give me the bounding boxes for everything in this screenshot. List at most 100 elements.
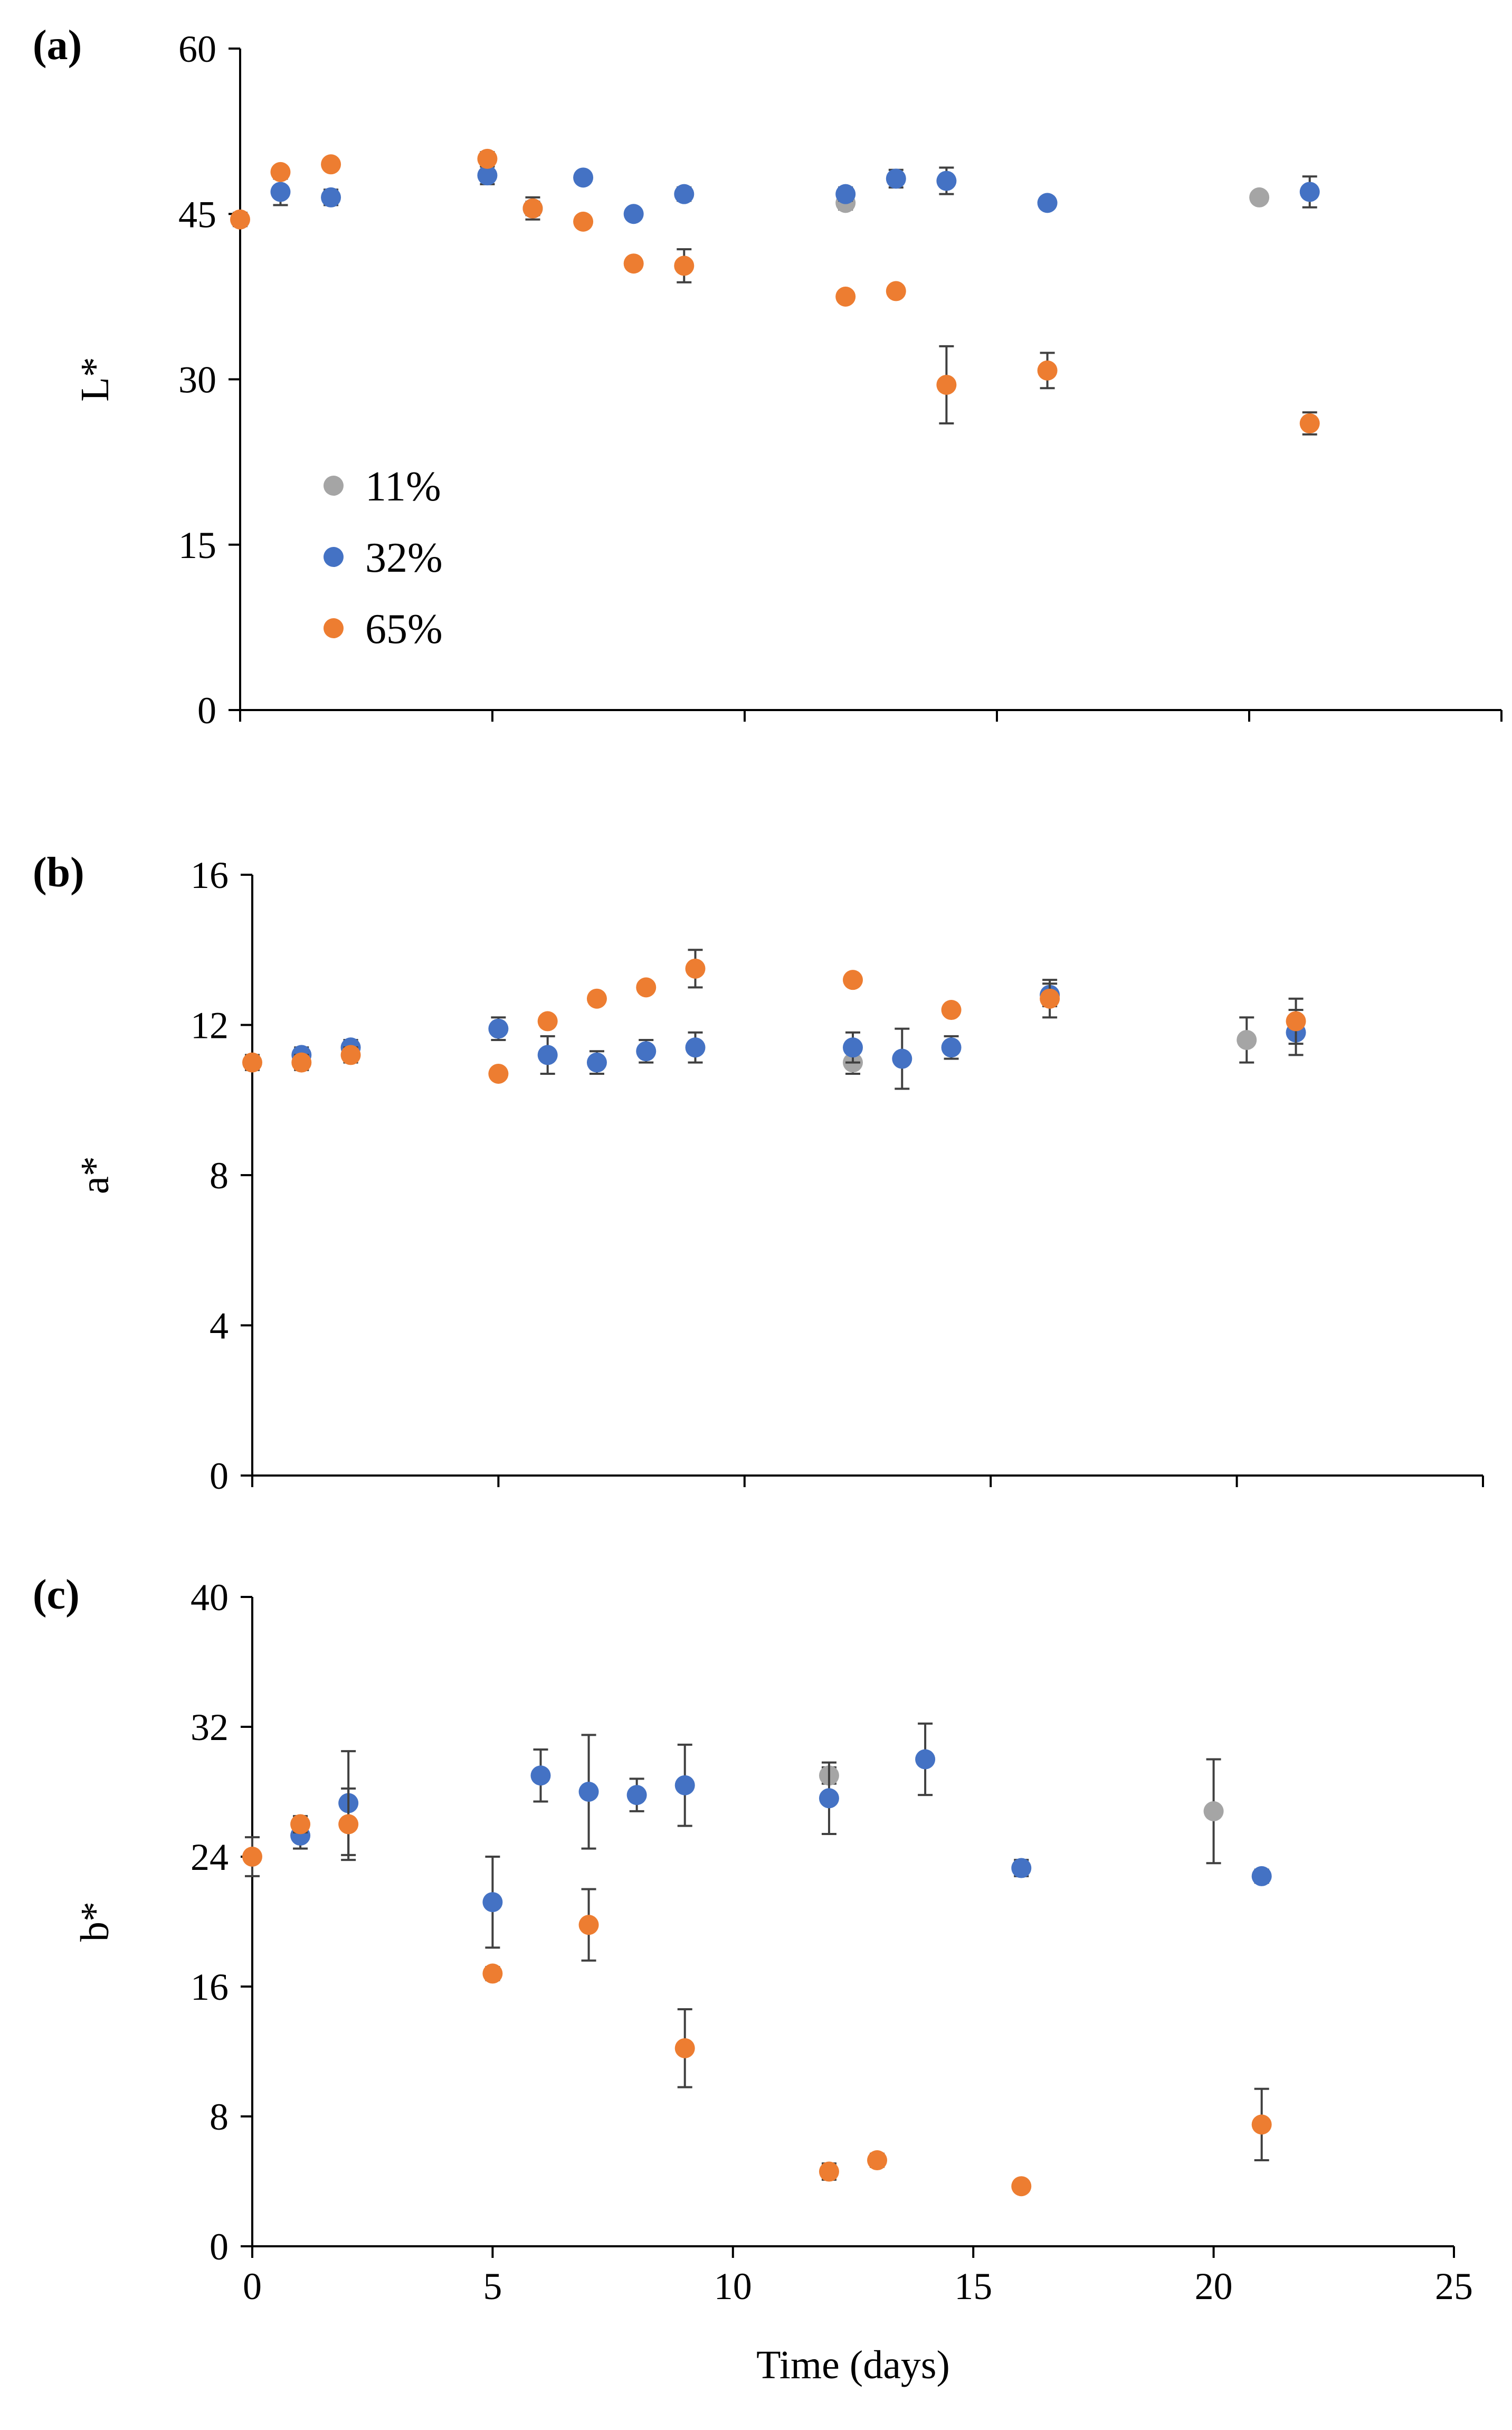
- data-point: [886, 168, 906, 189]
- data-point: [674, 1775, 695, 1795]
- series-32pct: [291, 982, 1306, 1090]
- y-tick-label: 0: [210, 2226, 229, 2268]
- data-point: [321, 154, 341, 175]
- data-point: [843, 970, 863, 990]
- series-65pct: [242, 1787, 1272, 2197]
- data-point: [835, 184, 856, 204]
- data-point: [941, 1037, 962, 1058]
- data-point: [636, 977, 657, 998]
- data-point: [936, 374, 957, 395]
- series-65pct: [230, 148, 1320, 436]
- data-point: [623, 253, 644, 274]
- data-point: [477, 148, 498, 169]
- legend: 11% 32% 65%: [324, 464, 443, 653]
- data-point: [488, 1063, 509, 1084]
- data-point: [340, 1045, 361, 1065]
- data-point: [1203, 1801, 1224, 1821]
- data-point: [685, 1037, 706, 1058]
- panel-b: 0 4 8 12 16 (b) a*: [33, 849, 1484, 1497]
- panel-c: 0 8 16 24 32 40 0 5 10 15 20 25 (c) b* Time (days): [33, 1572, 1473, 2387]
- data-point: [230, 209, 250, 230]
- y-tick-label: 15: [178, 524, 216, 566]
- data-point: [1011, 1858, 1032, 1878]
- data-point: [819, 2161, 839, 2182]
- data-point: [321, 187, 341, 207]
- data-point: [477, 165, 498, 186]
- data-point: [290, 1814, 311, 1835]
- data-point: [537, 1011, 558, 1032]
- y-tick-label: 24: [191, 1836, 229, 1878]
- data-point: [482, 1892, 503, 1913]
- data-point: [915, 1749, 936, 1770]
- y-axis-title: a*: [73, 1156, 117, 1194]
- data-point: [623, 204, 644, 224]
- data-point: [1011, 2176, 1032, 2197]
- y-axis-title: b*: [73, 1902, 117, 1942]
- data-point: [843, 1037, 863, 1058]
- data-point: [1251, 2114, 1272, 2135]
- panel-label: (a): [33, 22, 82, 69]
- data-point: [886, 281, 906, 301]
- data-point: [636, 1041, 657, 1062]
- data-point: [242, 1847, 262, 1867]
- data-point: [537, 1045, 558, 1065]
- data-point: [626, 1785, 647, 1805]
- y-tick-label: 30: [178, 359, 216, 401]
- x-tick-label: 25: [1435, 2265, 1473, 2308]
- x-tick-label: 5: [483, 2265, 502, 2308]
- data-point: [488, 1018, 509, 1039]
- data-point: [1249, 187, 1270, 207]
- legend-label: 11%: [365, 464, 441, 510]
- data-point: [1037, 360, 1058, 381]
- data-point: [586, 1052, 607, 1073]
- data-point: [530, 1765, 551, 1786]
- legend-marker: [324, 476, 344, 496]
- y-tick-label: 16: [191, 1966, 229, 2008]
- data-point: [270, 182, 291, 202]
- x-tick-label: 15: [954, 2265, 992, 2308]
- data-point: [1299, 182, 1320, 202]
- data-point: [338, 1814, 359, 1835]
- panel-label: (c): [33, 1572, 80, 1618]
- legend-marker: [324, 618, 344, 638]
- data-point: [819, 1788, 839, 1809]
- data-point: [291, 1052, 312, 1073]
- data-point: [578, 1915, 599, 1935]
- data-point: [242, 1052, 262, 1073]
- legend-label: 32%: [365, 535, 443, 581]
- x-axis-title: Time (days): [756, 2343, 950, 2387]
- data-point: [892, 1048, 912, 1069]
- data-point: [1299, 413, 1320, 434]
- y-tick-label: 60: [178, 28, 216, 70]
- y-tick-label: 8: [210, 2096, 229, 2138]
- series-11pct: [819, 1758, 1224, 1865]
- data-point: [573, 211, 594, 232]
- data-point: [941, 1000, 962, 1020]
- data-point: [522, 198, 543, 219]
- data-point: [674, 256, 695, 276]
- data-point: [573, 167, 594, 188]
- data-point: [835, 286, 856, 307]
- data-point: [674, 184, 695, 204]
- y-tick-label: 45: [178, 193, 216, 235]
- data-point: [674, 2038, 695, 2058]
- panel-label: (b): [33, 849, 84, 896]
- panel-a: 0 15 30 45 60 (a) L* 11% 32% 65%: [33, 22, 1503, 732]
- y-tick-label: 0: [197, 689, 216, 732]
- y-tick-label: 16: [191, 854, 229, 896]
- x-tick-label: 20: [1195, 2265, 1233, 2308]
- data-point: [685, 958, 706, 979]
- data-point: [867, 2150, 888, 2171]
- data-point: [1040, 988, 1060, 1009]
- data-point: [1251, 1866, 1272, 1886]
- series-65pct: [242, 949, 1306, 1084]
- y-tick-label: 8: [210, 1155, 229, 1197]
- legend-label: 65%: [365, 606, 443, 653]
- y-tick-label: 32: [191, 1706, 229, 1748]
- y-tick-label: 12: [191, 1005, 229, 1047]
- legend-marker: [324, 547, 344, 567]
- x-tick-label: 0: [243, 2265, 262, 2308]
- y-tick-label: 4: [210, 1305, 229, 1347]
- data-point: [586, 988, 607, 1009]
